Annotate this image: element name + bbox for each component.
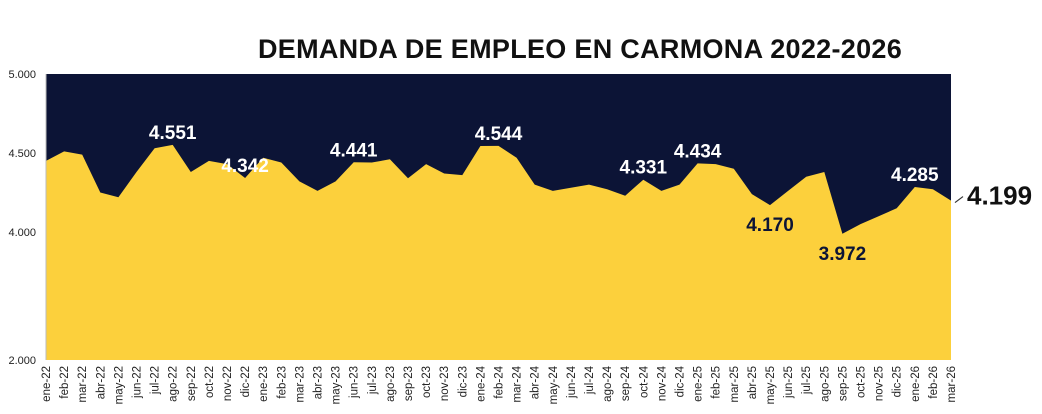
- x-tick-label: oct-23: [421, 366, 433, 398]
- x-tick-label: may-25: [765, 366, 777, 404]
- x-tick-label: jul-23: [367, 366, 379, 395]
- x-tick-label: jul-22: [150, 366, 162, 395]
- x-tick-label: mar-25: [729, 366, 741, 402]
- x-tick-label: nov-23: [439, 366, 451, 401]
- last-value-label: 4.199: [967, 181, 1032, 211]
- data-label: 4.285: [891, 165, 939, 186]
- x-tick-label: abr-22: [95, 366, 107, 399]
- x-tick-label: jul-24: [584, 365, 596, 395]
- x-tick-label: dic-24: [675, 365, 687, 397]
- data-label: 4.551: [149, 123, 197, 144]
- data-label: 4.441: [330, 140, 378, 161]
- x-tick-label: sep-23: [403, 366, 415, 401]
- x-tick-label: ene-25: [693, 366, 705, 402]
- y-tick-label: 5.000: [8, 69, 36, 81]
- data-label: 4.331: [620, 158, 668, 179]
- x-tick-label: dic-25: [892, 366, 904, 397]
- x-tick-label: jul-25: [801, 366, 813, 395]
- y-tick-label: 2.000: [8, 355, 36, 367]
- data-label: 4.342: [221, 156, 269, 177]
- x-tick-label: mar-23: [294, 366, 306, 402]
- x-tick-label: nov-24: [656, 365, 668, 401]
- x-tick-label: may-22: [113, 366, 125, 404]
- data-labels: 4.551 4.342 4.441 4.544 4.331 4.434 4.170 3.972…: [149, 123, 1032, 265]
- x-tick-label: ago-23: [385, 366, 397, 402]
- x-tick-label: jun-23: [349, 366, 361, 399]
- data-label: 4.434: [674, 141, 722, 162]
- x-tick-label: ene-23: [258, 366, 270, 402]
- x-tick-label: jun-22: [132, 366, 144, 399]
- chart-title: DEMANDA DE EMPLEO EN CARMONA 2022-2026: [257, 34, 903, 64]
- data-label: 4.544: [475, 124, 523, 145]
- x-tick-label: dic-23: [457, 366, 469, 397]
- x-tick-label: mar-22: [77, 366, 89, 402]
- x-tick-label: jun-24: [566, 365, 578, 399]
- data-label: 4.170: [746, 215, 794, 236]
- x-tick-label: feb-26: [928, 366, 940, 399]
- x-tick-label: may-24: [548, 365, 560, 404]
- x-tick-label: feb-25: [711, 366, 723, 399]
- y-axis-ticks: 2.000 4.000 4.500 5.000: [8, 69, 36, 367]
- x-tick-label: mar-24: [512, 365, 524, 402]
- x-tick-label: ago-24: [602, 365, 614, 401]
- x-tick-label: ago-22: [168, 366, 180, 402]
- x-tick-label: ene-26: [910, 366, 922, 402]
- y-tick-label: 4.500: [8, 148, 36, 160]
- x-tick-label: sep-25: [837, 366, 849, 401]
- x-tick-label: feb-22: [59, 366, 71, 399]
- x-tick-label: may-23: [331, 366, 343, 404]
- x-tick-label: mar-26: [946, 366, 958, 402]
- x-tick-label: ene-24: [475, 365, 487, 401]
- x-tick-label: feb-23: [276, 366, 288, 399]
- x-tick-label: abr-24: [530, 365, 542, 399]
- x-axis-ticks: ene-22 feb-22 mar-22 abr-22 may-22 jun-22 jul-…: [41, 365, 958, 404]
- x-tick-label: sep-22: [186, 366, 198, 401]
- x-tick-label: nov-25: [874, 366, 886, 401]
- area-series: [46, 144, 951, 360]
- x-tick-label: ago-25: [819, 366, 831, 402]
- x-tick-label: sep-24: [620, 365, 632, 401]
- x-tick-label: nov-22: [222, 366, 234, 401]
- x-tick-label: abr-25: [747, 366, 759, 399]
- x-tick-label: feb-24: [494, 365, 506, 398]
- x-tick-label: ene-22: [41, 366, 53, 402]
- x-tick-label: oct-25: [856, 366, 868, 398]
- x-tick-label: oct-24: [638, 365, 650, 398]
- x-tick-label: dic-22: [240, 366, 252, 397]
- x-tick-label: oct-22: [204, 366, 216, 398]
- x-tick-label: jun-25: [783, 366, 795, 399]
- data-label: 3.972: [819, 244, 867, 265]
- last-value-leader-line: [954, 196, 964, 204]
- y-tick-label: 4.000: [8, 227, 36, 239]
- x-tick-label: abr-23: [313, 366, 325, 399]
